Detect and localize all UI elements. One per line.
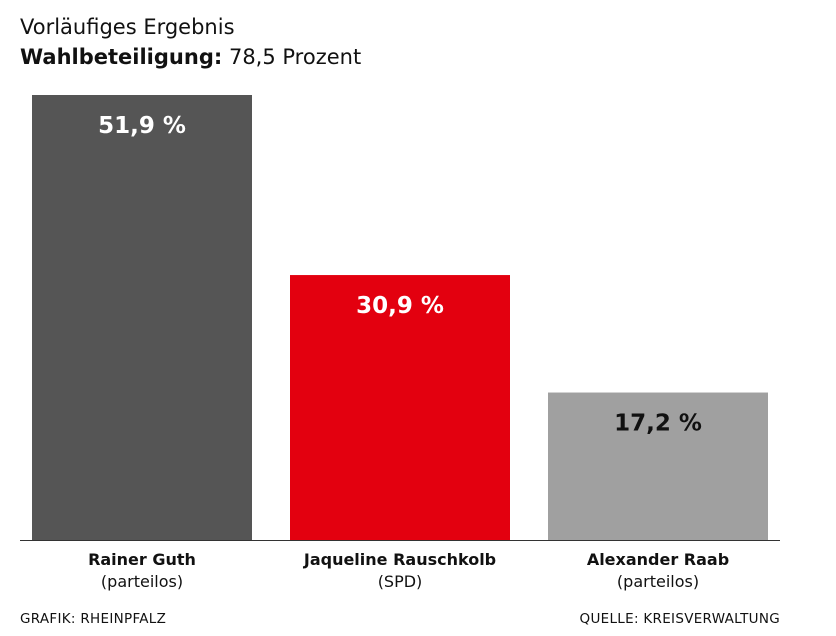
value-label-1: 51,9 % bbox=[98, 113, 186, 139]
turnout-label: Wahlbeteiligung bbox=[20, 45, 214, 69]
candidate-name-2: Jaqueline Rauschkolb bbox=[303, 550, 496, 569]
source-credit: QUELLE: KREISVERWALTUNG bbox=[579, 611, 780, 627]
candidate-name-3: Alexander Raab bbox=[587, 550, 729, 569]
bar-3 bbox=[548, 392, 768, 540]
turnout-value: 78,5 Prozent bbox=[228, 45, 362, 69]
turnout-separator: : bbox=[213, 45, 223, 69]
candidate-party-2: (SPD) bbox=[378, 572, 423, 591]
turnout-line: Wahlbeteiligung: 78,5 Prozent bbox=[20, 42, 361, 72]
candidate-name-1: Rainer Guth bbox=[88, 550, 196, 569]
bar-1 bbox=[32, 95, 252, 540]
graphic-credit: GRAFIK: RHEINPFALZ bbox=[20, 611, 167, 627]
candidate-party-1: (parteilos) bbox=[101, 572, 183, 591]
candidate-party-3: (parteilos) bbox=[617, 572, 699, 591]
bar-2 bbox=[290, 275, 510, 540]
value-label-3: 17,2 % bbox=[614, 411, 702, 437]
value-label-2: 30,9 % bbox=[356, 293, 444, 319]
chart-title: Vorläufiges Ergebnis bbox=[20, 15, 235, 39]
